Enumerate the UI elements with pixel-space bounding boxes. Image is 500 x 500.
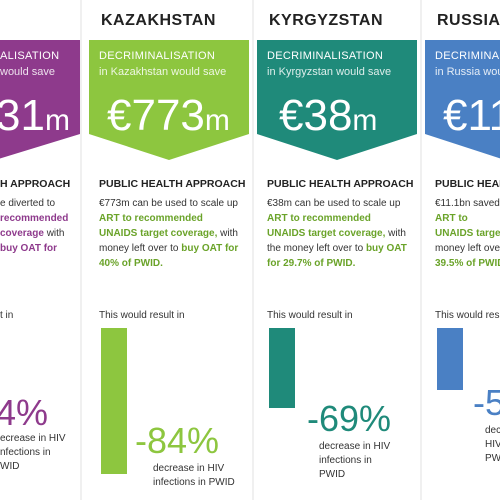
public-health-heading: PUBLIC HEALTH [435, 178, 500, 190]
amount-unit: m [44, 104, 70, 137]
desc-line-highlight: recommended [0, 213, 69, 224]
savings-subtitle: in Kazakhstan would save [99, 66, 227, 78]
column-divider [420, 0, 422, 500]
decriminalisation-label: DECRIMINALISATION [99, 50, 216, 62]
amount-value: €11. [443, 91, 500, 140]
desc-text: with [43, 228, 65, 239]
result-label: This would result in [267, 310, 353, 321]
desc-highlight: ART to recommended UNAIDS target coverag… [99, 213, 218, 239]
amount-value: €38 [279, 91, 353, 140]
public-health-description: €773m can be used to scale up ART to rec… [99, 196, 239, 271]
savings-amount: €773m [107, 92, 230, 145]
result-label: This would result in [99, 310, 185, 321]
public-health-heading: PUBLIC HEALTH APPROACH [99, 178, 246, 190]
decriminalisation-label: ALISATION [0, 50, 60, 62]
desc-line: coverage with [0, 226, 78, 241]
savings-subtitle: would save [0, 66, 56, 78]
banner-chevron [257, 134, 417, 160]
banner-chevron [425, 134, 500, 160]
desc-text: with money left over to [99, 228, 238, 254]
desc-highlight: buy OAT for 29.7% of PWID. [267, 243, 407, 269]
desc-line: money left ove [435, 243, 500, 254]
desc-highlight: buy OAT for 40% of PWID. [99, 243, 239, 269]
desc-text: with the money left over to [267, 228, 406, 254]
desc-highlight: coverage [0, 228, 44, 239]
decriminalisation-label: DECRIMINALIS [435, 50, 500, 62]
desc-line: e diverted to [0, 198, 56, 209]
country-card-russia: RUSSIA DECRIMINALIS in Russia would €11.… [425, 0, 500, 500]
public-health-heading: H APPROACH [0, 178, 71, 190]
savings-banner [89, 40, 249, 134]
country-card-partial-left: ALISATION would save 31m H APPROACH e di… [0, 0, 80, 500]
percent-label: decrease in HIV infections in PWID [153, 463, 235, 488]
amount-value: €773 [107, 91, 205, 140]
percent-label: ecrease in HIV nfections in WID [0, 433, 66, 472]
public-health-description: €11.1bn saved c ART to UNAIDS target mon… [435, 196, 500, 271]
desc-line-highlight: ART to [435, 213, 468, 224]
banner-chevron [89, 134, 249, 160]
desc-line-highlight: 39.5% of PWID [435, 258, 500, 269]
public-health-description: e diverted to recommended coverage with … [0, 196, 78, 256]
desc-text: €38m can be used to scale up [267, 198, 401, 209]
decriminalisation-label: DECRIMINALISATION [267, 50, 384, 62]
result-label: This would resu [435, 310, 500, 321]
savings-banner [425, 40, 500, 134]
desc-highlight: ART to recommended UNAIDS target coverag… [267, 213, 386, 239]
savings-subtitle: in Kyrgyzstan would save [267, 66, 392, 78]
decrease-bar [101, 328, 127, 474]
savings-amount: €11. [443, 92, 500, 140]
country-name: KAZAKHSTAN [101, 12, 216, 29]
column-divider [80, 0, 82, 500]
savings-amount: €38m [279, 92, 377, 145]
public-health-description: €38m can be used to scale up ART to reco… [267, 196, 409, 271]
country-card-kazakhstan: KAZAKHSTAN DECRIMINALISATION in Kazakhst… [89, 0, 249, 500]
banner-chevron [0, 134, 80, 160]
public-health-heading: PUBLIC HEALTH APPROACH [267, 178, 414, 190]
decrease-bar [437, 328, 463, 390]
column-divider [252, 0, 254, 500]
percent-decrease: -69% [307, 398, 392, 439]
desc-text: €773m can be used to scale up [99, 198, 238, 209]
desc-line-highlight: UNAIDS target [435, 228, 500, 239]
savings-banner [257, 40, 417, 134]
amount-unit: m [204, 104, 230, 137]
savings-subtitle: in Russia would [435, 66, 500, 78]
country-card-kyrgyzstan: KYRGYZSTAN DECRIMINALISATION in Kyrgyzst… [257, 0, 417, 500]
desc-line: €11.1bn saved c [435, 198, 500, 209]
percent-label: decrease in HIV infections in PWID [319, 441, 391, 480]
percent-decrease: -5 [473, 382, 500, 423]
country-name: KYRGYZSTAN [269, 12, 384, 29]
savings-banner [0, 40, 80, 134]
result-label: t in [0, 310, 14, 321]
percent-label: decr HIV PWI [485, 425, 500, 464]
decrease-bar [269, 328, 295, 408]
percent-decrease: 4% [0, 392, 49, 433]
country-name: RUSSIA [437, 12, 500, 29]
desc-line-highlight: buy OAT for [0, 243, 58, 254]
percent-decrease: -84% [135, 420, 220, 461]
amount-unit: m [352, 104, 378, 137]
savings-amount: 31m [0, 92, 70, 145]
amount-value: 31 [0, 91, 45, 140]
